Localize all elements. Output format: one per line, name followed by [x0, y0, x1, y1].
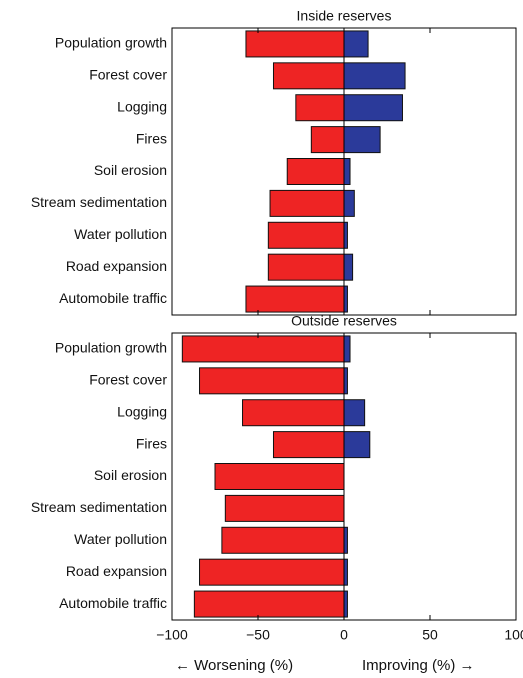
x-tick-label: −50 — [246, 627, 270, 643]
bar — [343, 367, 348, 395]
bar — [343, 221, 348, 249]
y-tick-label: Fires — [136, 130, 167, 146]
bar — [343, 158, 351, 185]
y-tick-label: Water pollution — [74, 226, 167, 242]
bar — [224, 494, 345, 522]
x-tick-label: 50 — [422, 627, 438, 643]
bar — [193, 590, 345, 618]
panel-title: Outside reserves — [291, 313, 397, 329]
bar — [245, 285, 345, 313]
bar — [221, 526, 345, 554]
bar — [272, 62, 345, 90]
y-tick-label: Road expansion — [66, 563, 167, 579]
bar — [214, 463, 345, 490]
bar — [343, 62, 406, 90]
bar — [267, 253, 345, 281]
y-tick-label: Forest cover — [89, 67, 167, 83]
bar — [343, 285, 348, 313]
y-tick-label: Stream sedimentation — [31, 194, 167, 210]
y-tick-label: Road expansion — [66, 258, 167, 274]
bar — [343, 526, 348, 554]
bar — [272, 431, 345, 459]
y-tick-label: Stream sedimentation — [31, 499, 167, 515]
bar — [343, 558, 348, 586]
bar — [310, 126, 345, 154]
bar — [343, 189, 355, 217]
bar — [199, 558, 345, 586]
bar — [269, 189, 345, 217]
x-tick-label: 100 — [504, 627, 523, 643]
bar — [267, 221, 345, 249]
y-tick-label: Automobile traffic — [59, 290, 167, 306]
y-tick-label: Soil erosion — [94, 467, 167, 483]
bar — [343, 94, 403, 122]
bar — [343, 30, 369, 58]
bar — [181, 335, 345, 363]
x-tick-label: 0 — [340, 627, 348, 643]
bar — [295, 94, 345, 122]
panel-title: Inside reserves — [297, 8, 392, 24]
y-tick-label: Soil erosion — [94, 162, 167, 178]
y-tick-label: Logging — [117, 98, 167, 114]
bar — [343, 399, 366, 427]
y-tick-label: Population growth — [55, 35, 167, 51]
bar — [343, 431, 371, 459]
y-tick-label: Logging — [117, 403, 167, 419]
bar — [343, 253, 354, 281]
y-tick-label: Fires — [136, 435, 167, 451]
bar — [199, 367, 345, 395]
x-tick-label: −100 — [156, 627, 188, 643]
bar — [343, 590, 348, 618]
x-axis-label: Improving (%) → — [362, 657, 475, 674]
bar — [242, 399, 345, 427]
bar — [343, 335, 351, 363]
y-tick-label: Population growth — [55, 340, 167, 356]
y-tick-label: Automobile traffic — [59, 595, 167, 611]
bar — [343, 126, 381, 154]
bar — [245, 30, 345, 58]
bar — [286, 158, 345, 185]
x-axis-label: ← Worsening (%) — [175, 657, 293, 674]
y-tick-label: Water pollution — [74, 531, 167, 547]
y-tick-label: Forest cover — [89, 372, 167, 388]
